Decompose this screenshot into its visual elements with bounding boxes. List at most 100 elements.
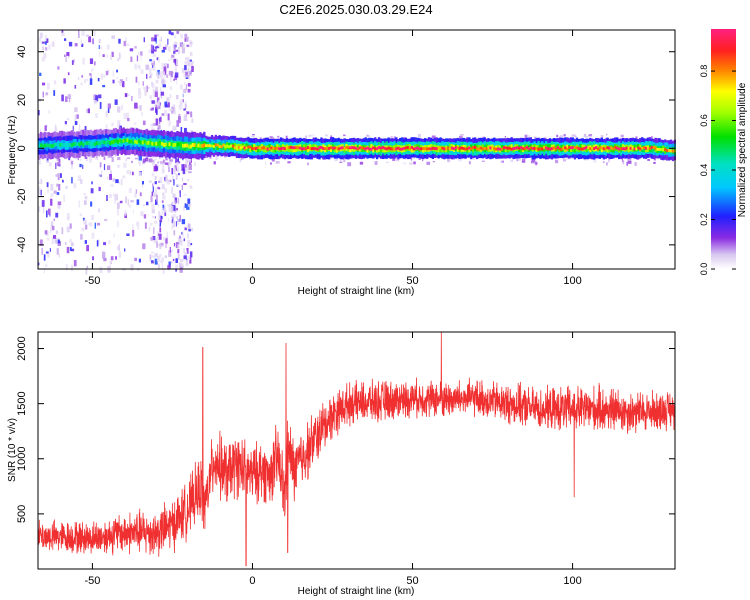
spectrogram-noise-cell [96, 240, 99, 247]
spectrogram-ridge-cell [366, 146, 369, 150]
spectrogram-noise-cell [189, 51, 193, 57]
spectrogram-noise-cell [336, 158, 338, 161]
spectrogram-noise-cell [158, 210, 161, 216]
spectrogram-noise-cell [152, 53, 156, 57]
spectrogram-noise-cell [65, 186, 68, 189]
spectrogram-noise-cell [177, 184, 181, 187]
colorbar: 0.0 0.2 0.4 0.6 0.8 Normalized spectral ampl… [699, 29, 748, 275]
spectrogram-noise-cell [151, 260, 153, 263]
spectrogram-noise-cell [93, 100, 97, 105]
spectrogram-noise-cell [563, 159, 566, 162]
spectrogram-ridge-cell [541, 147, 544, 151]
spectrogram-noise-cell [105, 110, 108, 118]
spectrogram-ridge-cell [295, 146, 298, 150]
spectrogram-noise-cell [171, 205, 174, 213]
spectrogram-noise-cell [585, 136, 588, 139]
spectrogram-noise-cell [151, 83, 155, 89]
y-tick-label: 0 [16, 145, 28, 151]
spectrogram-noise-cell [53, 235, 57, 239]
spectrogram-ridge-cell [107, 140, 110, 144]
spectrogram-ridge-cell [662, 148, 665, 152]
spectrogram-ridge-cell [222, 143, 225, 147]
spectrogram-noise-cell [171, 216, 174, 224]
spectrogram-noise-cell [162, 84, 166, 88]
spectrogram-noise-cell [78, 30, 80, 36]
spectrogram-noise-cell [78, 128, 81, 134]
spectrogram-ridge-cell [205, 144, 208, 148]
spectrogram-noise-cell [172, 221, 176, 228]
spectrogram-noise-cell [125, 159, 127, 162]
spectrogram-ridge-cell [385, 147, 388, 151]
spectrogram-noise-cell [157, 124, 161, 130]
spectrogram-noise-cell [73, 182, 77, 189]
spectrogram-noise-cell [119, 200, 123, 204]
spectrogram-ridge-cell [458, 147, 461, 150]
spectrogram-noise-cell [188, 59, 192, 62]
spectrogram-noise-cell [160, 257, 164, 262]
spectrogram-noise-cell [287, 161, 291, 164]
spectrogram-ridge-cell [481, 147, 484, 151]
spectrogram-noise-cell [171, 249, 173, 252]
spectrogram-noise-cell [95, 95, 99, 102]
spectrogram-noise-cell [169, 86, 172, 90]
spectrogram-noise-cell [156, 238, 158, 245]
spectrogram-noise-cell [186, 248, 189, 254]
spectrogram-noise-cell [176, 31, 180, 34]
spectrogram-noise-cell [61, 94, 64, 102]
spectrogram-noise-cell [41, 247, 43, 255]
spectrogram-ridge-cell [585, 145, 588, 149]
spectrogram-noise-cell [151, 50, 155, 54]
spectrogram-ridge-cell [112, 139, 116, 144]
spectrogram-ridge-cell [189, 144, 192, 149]
spectrogram-ridge-cell [639, 147, 642, 151]
spectrogram-noise-cell [79, 213, 82, 217]
spectrogram-noise-cell [57, 241, 61, 246]
spectrogram-noise-cell [187, 233, 189, 239]
spectrogram-noise-cell [151, 216, 155, 219]
spectrogram-noise-cell [185, 74, 188, 78]
spectrogram-noise-cell [163, 63, 167, 68]
spectrogram-ridge-cell [479, 146, 482, 150]
spectrogram-noise-cell [251, 135, 255, 138]
spectrogram-noise-cell [161, 261, 163, 269]
spectrogram-noise-cell [173, 50, 176, 54]
spectrogram-noise-cell [163, 71, 165, 77]
spectrogram-noise-cell [153, 49, 157, 52]
spectrogram-ridge-cell [216, 143, 219, 147]
spectrogram-noise-cell [179, 99, 183, 107]
spectrogram-noise-cell [151, 209, 155, 214]
spectrogram-ridge-cell [472, 145, 475, 153]
spectrogram-noise-cell [635, 136, 638, 140]
spectrogram-ridge-cell [153, 142, 156, 147]
spectrogram-noise-cell [188, 74, 190, 80]
spectrogram-noise-cell [113, 193, 115, 197]
spectrogram-noise-cell [170, 56, 173, 60]
spectrogram-noise-cell [189, 256, 192, 264]
spectrogram-noise-cell [171, 215, 173, 220]
spectrogram-noise-cell [152, 183, 154, 187]
spectrogram-ridge-cell [533, 147, 536, 150]
spectrogram-noise-cell [367, 135, 370, 138]
spectrogram-noise-cell [103, 257, 107, 262]
colorbar-label: Normalized spectral amplitude [737, 82, 748, 217]
spectrogram-ridge-cell [174, 142, 177, 147]
spectrogram-noise-cell [99, 46, 103, 50]
spectrogram-ridge-cell [577, 147, 580, 150]
spectrogram-noise-cell [168, 59, 170, 61]
spectrogram-ridge-cell [224, 145, 227, 148]
spectrogram-noise-cell [110, 184, 114, 187]
spectrogram-ridge-cell [550, 147, 554, 151]
spectrogram-noise-cell [167, 63, 169, 69]
spectrogram-noise-cell [57, 173, 60, 181]
spectrogram-noise-cell [61, 227, 64, 235]
spectrogram-noise-cell [144, 89, 147, 96]
spectrogram-noise-cell [622, 160, 625, 165]
spectrogram-ridge-cell [429, 147, 433, 151]
spectrogram-noise-cell [69, 223, 72, 229]
spectrogram-ridge-cell [571, 146, 575, 149]
spectrogram-noise-cell [164, 104, 168, 108]
spectrogram-noise-cell [153, 64, 156, 71]
spectrogram-noise-cell [567, 136, 571, 140]
spectrogram-noise-cell [74, 85, 77, 89]
spectrogram-ridge-cell [301, 147, 304, 151]
